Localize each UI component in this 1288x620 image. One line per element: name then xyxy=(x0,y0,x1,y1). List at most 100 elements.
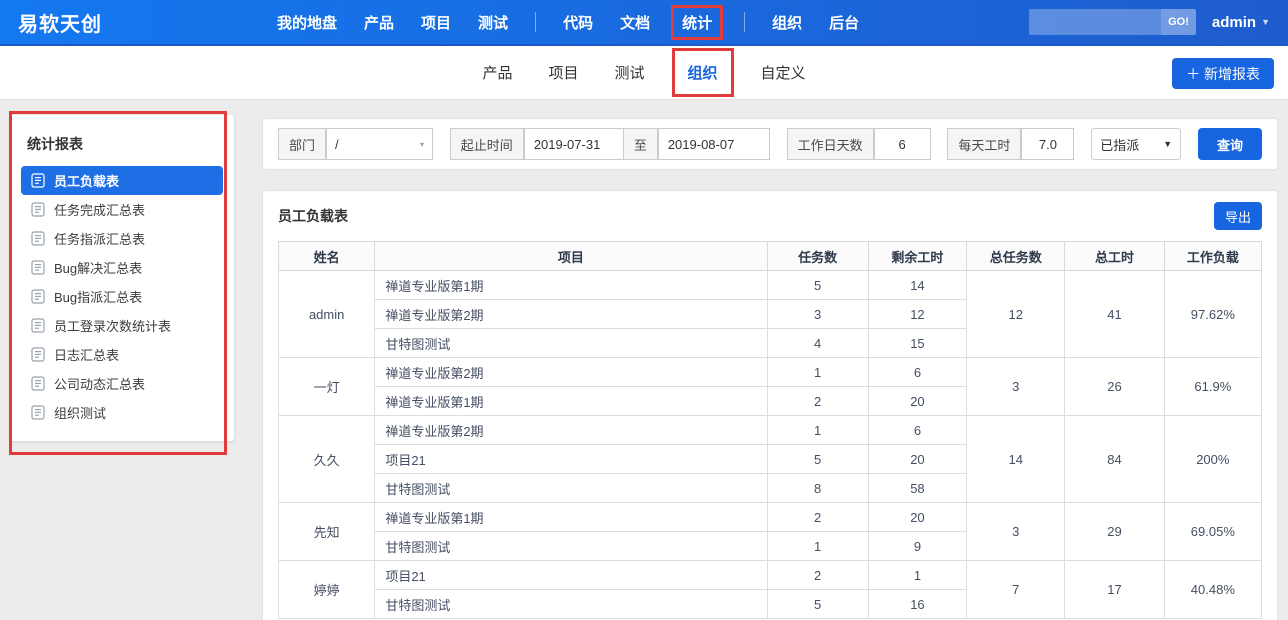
subnav-item-custom[interactable]: 自定义 xyxy=(760,65,806,82)
nav-item-doc[interactable]: 文档 xyxy=(620,14,651,32)
assign-type-value: 已指派 xyxy=(1100,137,1140,153)
col-name: 姓名 xyxy=(277,241,376,271)
sidebar-item-organization-test[interactable]: 组织测试 xyxy=(21,398,223,427)
total-tasks: 14 xyxy=(966,415,1066,503)
document-icon xyxy=(31,202,45,217)
table-row: 婷婷 项目21 2 1 7 17 40.48% xyxy=(277,560,1263,619)
remaining-hours: 20 xyxy=(867,444,968,474)
sidebar-item-employee-workload[interactable]: 员工负载表 xyxy=(21,166,223,195)
workload-percent: 97.62% xyxy=(1163,270,1263,358)
hours-per-day-label: 每天工时 xyxy=(947,128,1022,160)
sidebar-item-label: Bug解决汇总表 xyxy=(54,261,143,276)
subnav-item-organization[interactable]: 组织 xyxy=(671,48,734,97)
hours-per-day-input[interactable] xyxy=(1021,128,1075,160)
total-tasks: 12 xyxy=(966,270,1066,358)
sidebar-title: 统计报表 xyxy=(27,136,83,152)
department-label: 部门 xyxy=(278,128,327,160)
date-start-input[interactable] xyxy=(523,128,624,160)
total-hours: 41 xyxy=(1064,270,1165,358)
chevron-down-icon: ▼ xyxy=(1261,17,1270,27)
department-select[interactable]: / ▾ xyxy=(326,128,434,160)
remaining-hours: 6 xyxy=(867,415,968,445)
remaining-hours: 15 xyxy=(867,328,968,358)
nav-item-test[interactable]: 测试 xyxy=(478,14,509,32)
task-count: 1 xyxy=(766,415,869,445)
nav-item-code[interactable]: 代码 xyxy=(563,14,594,32)
main-panel: 部门 / ▾ 起止时间 至 工作日天数 每天工时 已 xyxy=(262,118,1278,620)
nav-item-my-dashboard[interactable]: 我的地盘 xyxy=(277,14,338,32)
department-filter-group: 部门 / ▾ xyxy=(278,128,434,160)
workload-table: 姓名 项目 任务数 剩余工时 总任务数 总工时 工作负载 admin 禅道专业版… xyxy=(277,241,1263,619)
report-title: 员工负载表 xyxy=(278,208,348,224)
employee-name: admin xyxy=(277,270,376,358)
total-hours: 26 xyxy=(1064,357,1165,416)
col-workload: 工作负载 xyxy=(1163,241,1263,271)
project-name: 甘特图测试 xyxy=(374,589,768,619)
remaining-hours: 58 xyxy=(867,473,968,503)
date-to-label: 至 xyxy=(623,128,658,160)
task-count: 5 xyxy=(766,444,869,474)
project-name: 禅道专业版第2期 xyxy=(374,357,768,387)
nav-divider xyxy=(744,12,746,32)
add-report-button[interactable]: ＋ 新增报表 xyxy=(1172,58,1274,89)
date-range-filter-group: 起止时间 至 xyxy=(449,128,770,160)
search-go-button[interactable]: GO! xyxy=(1161,9,1196,35)
sidebar-item-log-summary[interactable]: 日志汇总表 xyxy=(21,340,223,369)
report-card: 员工负载表 导出 姓名 项目 任务数 剩余工时 总任务数 总工时 xyxy=(262,190,1278,620)
sidebar-item-bug-assigned-summary[interactable]: Bug指派汇总表 xyxy=(21,282,223,311)
project-name: 项目21 xyxy=(374,560,768,590)
project-name: 项目21 xyxy=(374,444,768,474)
col-project: 项目 xyxy=(374,241,768,271)
document-icon xyxy=(31,289,45,304)
table-row: 甘特图测试 8 58 xyxy=(279,473,1262,503)
query-button[interactable]: 查询 xyxy=(1197,128,1262,160)
sub-navbar: 产品 项目 测试 组织 自定义 ＋ 新增报表 xyxy=(0,46,1288,100)
user-menu[interactable]: admin ▼ xyxy=(1212,14,1270,31)
nav-item-project[interactable]: 项目 xyxy=(421,14,452,32)
subnav-item-project[interactable]: 项目 xyxy=(548,65,579,82)
sidebar-item-bug-resolved-summary[interactable]: Bug解决汇总表 xyxy=(21,253,223,282)
nav-divider xyxy=(535,12,537,32)
sidebar-item-employee-login-stats[interactable]: 员工登录次数统计表 xyxy=(21,311,223,340)
task-count: 3 xyxy=(766,299,869,329)
nav-item-organization[interactable]: 组织 xyxy=(772,14,803,32)
task-count: 5 xyxy=(766,270,869,300)
nav-item-stats[interactable]: 统计 xyxy=(671,4,724,40)
subnav-item-test[interactable]: 测试 xyxy=(614,65,645,82)
total-hours: 17 xyxy=(1064,560,1165,619)
sidebar-item-company-dynamics-summary[interactable]: 公司动态汇总表 xyxy=(21,369,223,398)
table-row: 甘特图测试 4 15 xyxy=(279,328,1262,358)
chevron-down-icon: ▼ xyxy=(1163,139,1173,149)
workdays-input[interactable] xyxy=(873,128,931,160)
remaining-hours: 14 xyxy=(867,270,968,300)
sidebar-item-label: 员工负载表 xyxy=(54,174,120,189)
workload-percent: 200% xyxy=(1163,415,1263,503)
search-box: GO! xyxy=(1029,9,1196,35)
project-name: 禅道专业版第1期 xyxy=(374,386,768,416)
project-name: 禅道专业版第2期 xyxy=(374,415,768,445)
sidebar-item-label: 任务完成汇总表 xyxy=(54,203,146,218)
search-input[interactable] xyxy=(1029,9,1162,35)
app-logo[interactable]: 易软天创 xyxy=(18,13,102,36)
task-count: 2 xyxy=(766,386,869,416)
export-button[interactable]: 导出 xyxy=(1213,202,1262,230)
col-total-hours: 总工时 xyxy=(1064,241,1165,271)
subnav-item-product[interactable]: 产品 xyxy=(482,65,513,82)
table-row: 久久 禅道专业版第2期 1 6 14 84 200% xyxy=(277,415,1263,503)
sidebar-item-task-finished-summary[interactable]: 任务完成汇总表 xyxy=(21,195,223,224)
total-hours: 29 xyxy=(1064,502,1165,561)
col-total-tasks: 总任务数 xyxy=(966,241,1066,271)
assign-type-select[interactable]: 已指派 ▼ xyxy=(1091,128,1182,160)
sidebar-item-label: 任务指派汇总表 xyxy=(54,232,146,247)
content-area: 统计报表 员工负载表 任务完成汇总表 任务指派汇总表 Bug解决汇总表 Bug指… xyxy=(0,100,1288,620)
date-end-input[interactable] xyxy=(657,128,770,160)
report-header-row: 员工负载表 导出 xyxy=(278,202,1262,230)
filter-bar: 部门 / ▾ 起止时间 至 工作日天数 每天工时 已 xyxy=(262,118,1278,170)
hours-per-day-filter-group: 每天工时 xyxy=(947,128,1075,160)
task-count: 2 xyxy=(766,560,869,590)
nav-item-admin-backend[interactable]: 后台 xyxy=(829,14,860,32)
top-menu: 我的地盘 产品 项目 测试 代码 文档 统计 组织 后台 xyxy=(277,4,860,40)
nav-item-product[interactable]: 产品 xyxy=(364,14,395,32)
document-icon xyxy=(31,376,45,391)
sidebar-item-task-assigned-summary[interactable]: 任务指派汇总表 xyxy=(21,224,223,253)
